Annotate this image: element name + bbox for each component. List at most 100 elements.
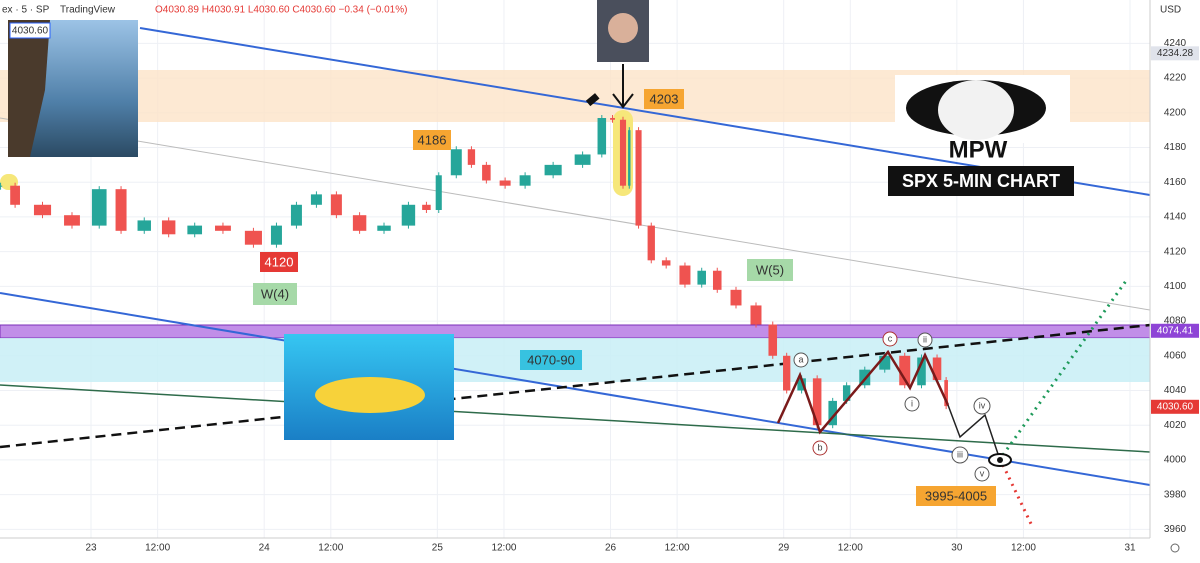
candle <box>750 305 762 325</box>
candle <box>797 378 806 391</box>
symbol: ex · 5 · SP <box>2 5 50 16</box>
wave-label: ii <box>923 334 927 344</box>
candles <box>0 115 948 429</box>
price-tag-label: 4030.60 <box>1157 401 1194 412</box>
candle <box>467 149 476 165</box>
wave-circle <box>917 332 933 348</box>
candle <box>544 164 562 176</box>
x-tick-label: 31 <box>1124 543 1136 554</box>
annotation: W(4) <box>261 286 289 301</box>
annotation: 4186 <box>418 132 447 147</box>
trend-line <box>0 384 1151 453</box>
candle <box>574 154 591 165</box>
candle <box>377 225 391 231</box>
candle <box>647 225 655 261</box>
header-bg <box>0 0 150 20</box>
y-tick-label: 3980 <box>1164 489 1187 500</box>
candle <box>628 130 631 186</box>
candle <box>828 400 837 426</box>
candle <box>879 355 891 370</box>
wave-label: v <box>980 468 985 478</box>
label-box <box>644 89 684 109</box>
x-tick-label: 30 <box>951 543 963 554</box>
y-tick-label: 4200 <box>1164 107 1187 118</box>
x-tick-label: 12:00 <box>491 543 516 554</box>
photo <box>315 377 425 413</box>
candle <box>450 149 462 176</box>
wave-labels: a b c i ii iii iv v <box>793 331 991 482</box>
candle <box>712 270 722 290</box>
wave-label: c <box>888 333 893 343</box>
gavel-icon <box>585 93 600 107</box>
trend-line <box>0 292 1151 486</box>
price: 4030.60 <box>12 26 49 37</box>
candle <box>610 118 615 120</box>
purple-zone <box>0 324 1151 339</box>
candle <box>661 260 671 266</box>
wave-label: b <box>817 442 822 452</box>
label-box <box>253 283 297 305</box>
candle <box>401 204 416 226</box>
logo <box>938 80 1014 140</box>
wave-circle <box>973 397 991 415</box>
dashed-line <box>0 323 1151 449</box>
chart-title: SPX 5-MIN CHART <box>902 171 1060 191</box>
candle <box>215 225 231 231</box>
y-tick-label: 4100 <box>1164 281 1187 292</box>
x-tick-label: 24 <box>259 543 271 554</box>
eye-icon <box>997 457 1003 463</box>
annotation: 4203 <box>650 91 679 106</box>
candle <box>187 225 203 235</box>
candle <box>137 220 151 231</box>
price-tag-label: 4074.41 <box>1157 325 1194 336</box>
wave-circle <box>882 331 898 347</box>
trend-line <box>0 117 1151 311</box>
ohlc: O4030.89 H4030.91 L4030.60 C4030.60 −0.3… <box>155 5 407 16</box>
candle <box>10 185 20 205</box>
photo <box>8 20 50 157</box>
x-tick-label: 23 <box>85 543 97 554</box>
x-axis <box>0 538 1150 558</box>
x-tick-label: 29 <box>778 543 790 554</box>
candle <box>597 118 607 155</box>
y-tick-label: 4080 <box>1164 316 1187 327</box>
wave-path <box>776 349 950 435</box>
label-box <box>413 130 451 150</box>
candle <box>0 185 3 187</box>
wave-circle <box>793 352 809 368</box>
forecast-up <box>1001 277 1130 456</box>
candle <box>519 175 531 186</box>
logo-text: MPW <box>949 136 1008 163</box>
y-tick-label: 4020 <box>1164 420 1187 431</box>
candle <box>679 265 691 285</box>
arrow <box>612 93 634 109</box>
candle <box>270 225 282 245</box>
x-tick-label: 26 <box>605 543 617 554</box>
settings-icon[interactable] <box>1170 543 1180 553</box>
annotation: 4120 <box>265 254 294 269</box>
wave-circle <box>904 396 920 412</box>
x-tick-label: 12:00 <box>318 543 343 554</box>
candle <box>619 119 627 186</box>
x-tick-label: 12:00 <box>145 543 170 554</box>
label-box <box>520 350 582 370</box>
y-tick-label: 4240 <box>1164 38 1187 49</box>
candle <box>310 194 322 205</box>
candle <box>33 204 52 216</box>
forecast-down <box>1001 464 1035 529</box>
price-tag <box>1151 46 1199 61</box>
candle <box>435 175 442 210</box>
wave-label: iv <box>979 400 986 410</box>
wave-label: i <box>911 398 913 408</box>
y-tick-label: 4000 <box>1164 455 1187 466</box>
candle <box>944 380 948 407</box>
wave-circle <box>974 466 990 482</box>
annotation: 4070-90 <box>527 352 575 367</box>
candle <box>932 357 942 381</box>
wave-circle <box>951 446 969 464</box>
x-tick-label: 12:00 <box>665 543 690 554</box>
price-tag <box>1151 323 1199 338</box>
y-tick-label: 4120 <box>1164 246 1187 257</box>
label-box <box>260 252 298 272</box>
